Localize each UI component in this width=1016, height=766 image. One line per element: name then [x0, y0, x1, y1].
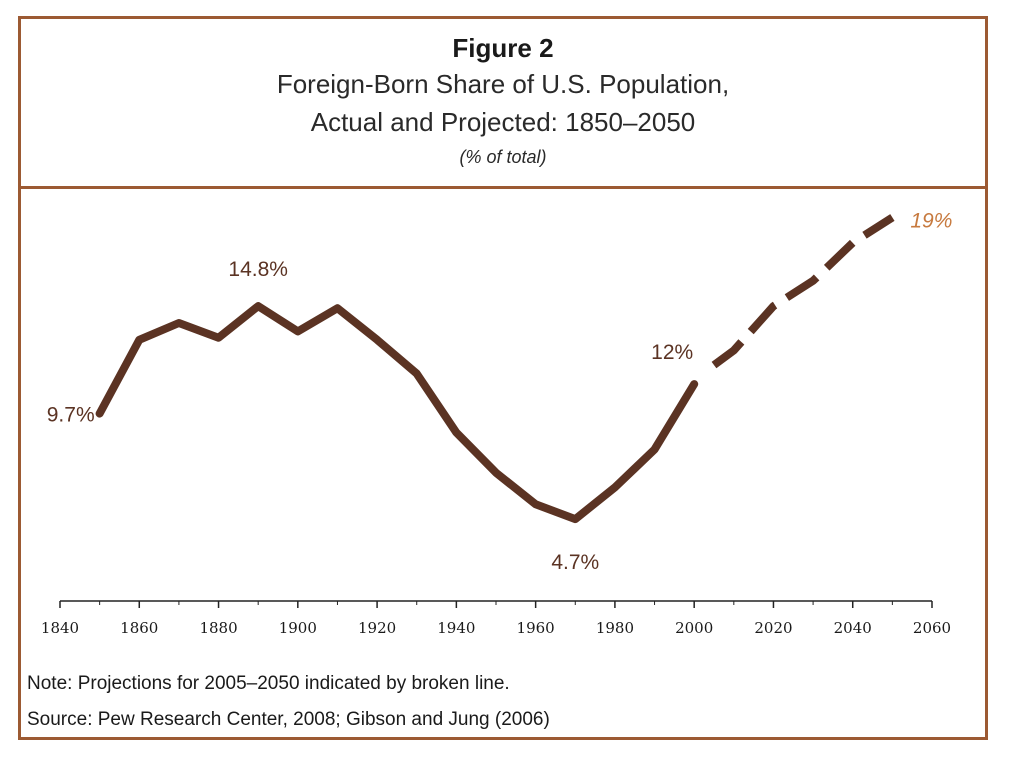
x-tick-label-2020: 2020	[754, 619, 792, 637]
chart-title-line-2: Actual and Projected: 1850–2050	[310, 107, 696, 137]
x-tick-label-1860: 1860	[120, 619, 158, 637]
x-tick-label-2000: 2000	[675, 619, 713, 637]
data-label-2000: 12%	[651, 341, 693, 364]
figure-header: Figure 2 Foreign-Born Share of U.S. Popu…	[21, 19, 985, 189]
x-tick-label-1960: 1960	[517, 619, 555, 637]
data-label-1970: 4.7%	[551, 551, 599, 574]
x-tick-label-2060: 2060	[913, 619, 951, 637]
figure-frame: Figure 2 Foreign-Born Share of U.S. Popu…	[18, 16, 988, 740]
x-tick-label-1980: 1980	[596, 619, 634, 637]
chart-title-line-1: Foreign-Born Share of U.S. Population,	[276, 69, 730, 99]
x-tick-label-1840: 1840	[41, 619, 79, 637]
chart-subtitle: (% of total)	[459, 147, 547, 167]
projection-note: Note: Projections for 2005–2050 indicate…	[27, 673, 510, 694]
actual-series-line	[95, 302, 699, 524]
line-chart: 1840 1860 1880 1900 1920 1940 1960 1980 2000 2020…	[41, 210, 952, 637]
source-note: Source: Pew Research Center, 2008; Gibso…	[27, 709, 550, 730]
x-tick-label-1920: 1920	[358, 619, 396, 637]
data-label-2050: 19%	[910, 210, 952, 233]
data-label-1890: 14.8%	[228, 258, 288, 281]
x-tick-label-1900: 1900	[279, 619, 317, 637]
projected-series-line	[711, 214, 895, 369]
x-tick-label-2040: 2040	[834, 619, 872, 637]
data-label-1850: 9.7%	[47, 404, 95, 427]
x-tick-label-1880: 1880	[199, 619, 237, 637]
figure-label: Figure 2	[452, 33, 554, 63]
x-tick-label-1940: 1940	[437, 619, 475, 637]
